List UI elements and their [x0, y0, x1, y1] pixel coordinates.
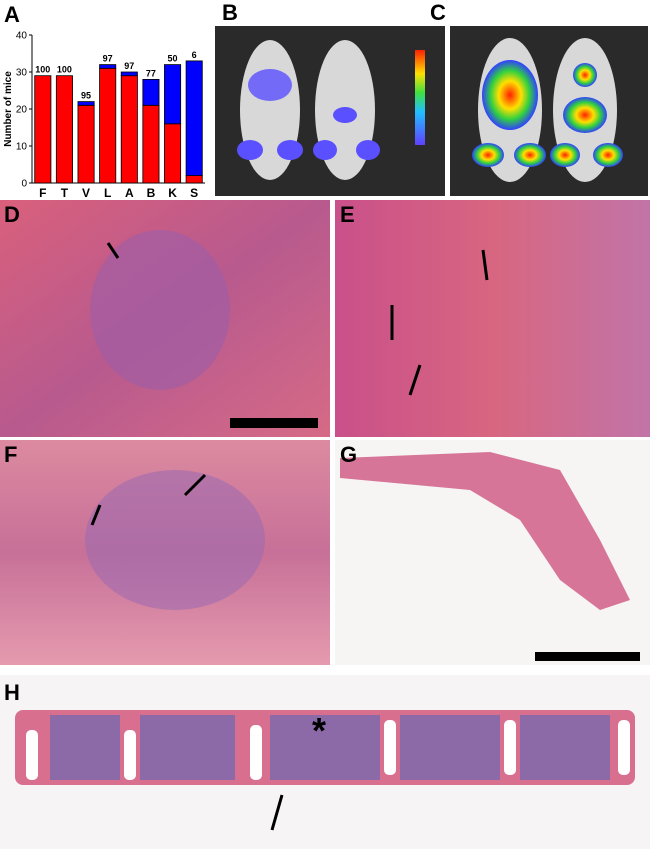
imaging-c: [450, 26, 648, 196]
panel-label: D: [4, 202, 20, 227]
bar-segment: [34, 75, 52, 184]
y-tick-label: 30: [16, 68, 28, 79]
x-tick-label: B: [147, 186, 156, 200]
y-tick-label: 20: [16, 105, 28, 116]
bar-label: 100: [35, 65, 50, 75]
bar-segment: [120, 75, 138, 184]
y-axis-label: Number of mice: [3, 71, 14, 147]
x-tick-label: T: [61, 186, 69, 200]
bar-segment: [164, 64, 182, 125]
vertebrae: [50, 715, 610, 780]
bar-label: 97: [124, 61, 134, 71]
imaging-b: [215, 26, 445, 196]
bar-segment: [77, 104, 95, 184]
scale-bar: [535, 652, 640, 661]
panel-label: F: [4, 442, 17, 467]
scale-bar: [230, 418, 318, 428]
x-tick-label: A: [125, 186, 134, 200]
bar-segment: [55, 75, 73, 184]
bone: [340, 452, 630, 610]
y-tick-label: 10: [16, 142, 28, 153]
bar-label: 50: [168, 54, 178, 64]
bar-label: 95: [81, 91, 91, 101]
bar-segment: [185, 175, 203, 184]
panel-label: A: [4, 2, 20, 27]
x-tick-label: S: [190, 186, 198, 200]
discs: [26, 720, 630, 780]
bar-label: 100: [57, 65, 72, 75]
bar-segment: [120, 71, 138, 77]
x-tick-label: L: [104, 186, 111, 200]
asterisk: *: [312, 710, 326, 751]
panel-label: B: [222, 0, 238, 25]
x-tick-label: V: [82, 186, 90, 200]
bar-segment: [99, 67, 117, 184]
bar-segment: [164, 123, 182, 184]
bar-segment: [77, 101, 95, 106]
y-tick-label: 40: [16, 31, 28, 42]
x-tick-label: K: [168, 186, 177, 200]
bar-label: 77: [146, 68, 156, 78]
bar-label: 97: [103, 54, 113, 64]
metastasis: [85, 470, 265, 610]
histology-e: [335, 200, 650, 437]
x-tick-label: F: [39, 186, 46, 200]
arrows: [90, 242, 489, 831]
bar-segment: [142, 79, 160, 106]
panel-label: H: [4, 680, 20, 705]
bar-label: 6: [192, 50, 197, 60]
bar-segment: [185, 60, 203, 176]
panel-label: E: [340, 202, 355, 227]
bar-segment: [142, 104, 160, 184]
panel-label: C: [430, 0, 446, 25]
metastasis: [90, 230, 230, 390]
bar-segment: [99, 64, 117, 69]
y-tick-label: 0: [21, 179, 27, 190]
panel-label: G: [340, 442, 357, 467]
